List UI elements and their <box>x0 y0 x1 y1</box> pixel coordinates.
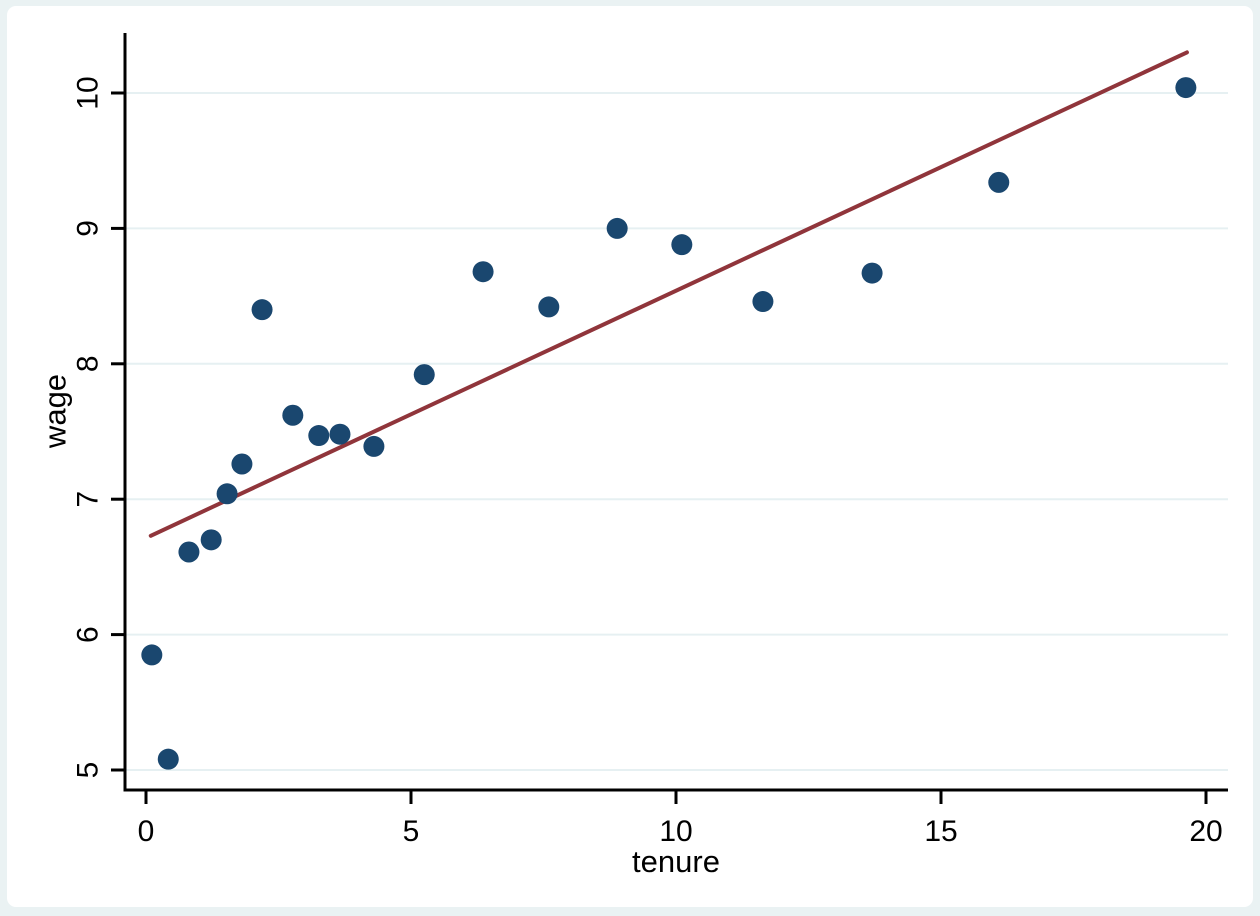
x-tick-label: 0 <box>138 815 155 848</box>
tick-labels-group: 5 6 7 8 9 10 0 5 10 15 20 <box>72 76 1223 848</box>
x-tick-label: 10 <box>659 815 692 848</box>
y-tick-label: 6 <box>72 626 105 643</box>
data-point <box>988 171 1010 193</box>
data-point <box>329 423 351 445</box>
data-point <box>231 453 253 475</box>
x-tick-label: 5 <box>403 815 420 848</box>
data-point <box>606 217 628 239</box>
data-point <box>472 261 494 283</box>
data-point <box>200 529 222 551</box>
axis-ticks-group <box>111 91 1208 804</box>
x-tick-label: 15 <box>924 815 957 848</box>
data-point <box>538 296 560 318</box>
data-point <box>363 435 385 457</box>
y-tick-label: 8 <box>72 355 105 372</box>
data-point <box>752 291 774 313</box>
y-axis-title: wage <box>38 374 73 449</box>
data-point <box>861 262 883 284</box>
x-axis-title: tenure <box>632 844 720 879</box>
data-point <box>251 299 273 321</box>
data-point <box>141 644 163 666</box>
y-tick-label: 7 <box>72 491 105 508</box>
y-tick-label: 5 <box>72 762 105 779</box>
data-point <box>1175 77 1197 99</box>
data-point <box>178 541 200 563</box>
y-tick-label: 9 <box>72 220 105 237</box>
graph-region-background <box>7 6 1253 907</box>
fit-line <box>148 50 1189 538</box>
data-point <box>216 483 238 505</box>
data-point <box>282 404 304 426</box>
gridlines-group <box>126 92 1228 771</box>
data-point <box>308 425 330 447</box>
data-point <box>413 364 435 386</box>
scatter-points-group <box>141 77 1197 770</box>
y-tick-label: 10 <box>72 76 105 109</box>
x-tick-label: 20 <box>1189 815 1222 848</box>
regression-line <box>148 50 1189 538</box>
data-point <box>157 748 179 770</box>
data-point <box>671 234 693 256</box>
